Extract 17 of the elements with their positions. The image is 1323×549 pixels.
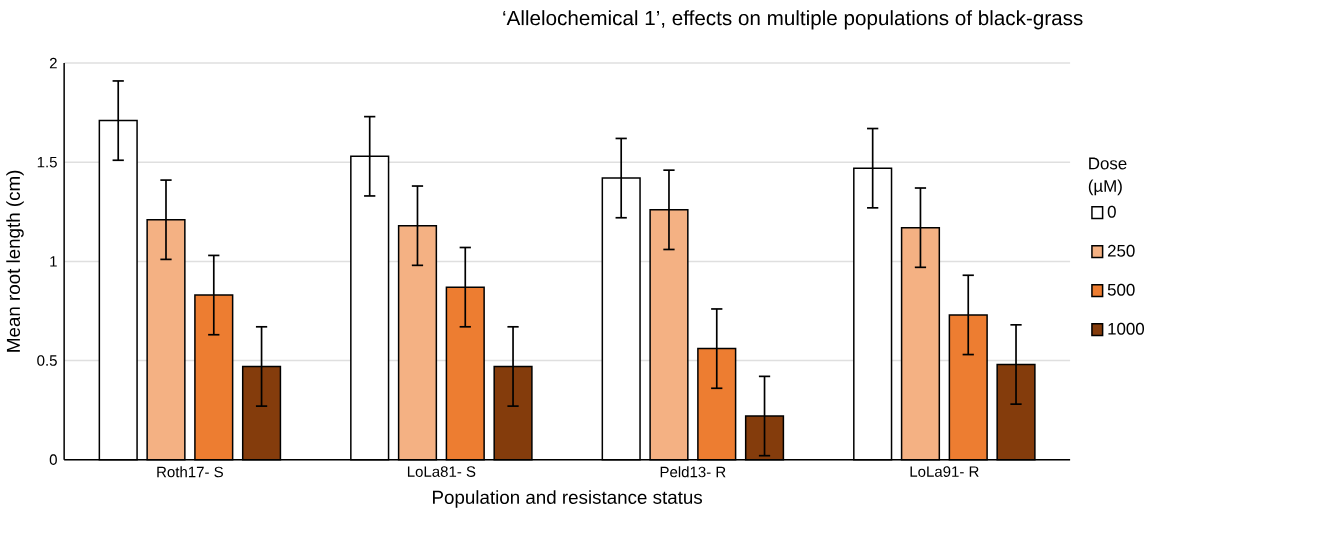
x-axis-title: Population and resistance status — [433, 490, 703, 508]
y-tick-label: 1.5 — [37, 156, 57, 168]
legend-label: 250 — [1107, 244, 1135, 257]
legend-title: Dose (µM) — [1088, 157, 1127, 196]
legend-label: 500 — [1107, 283, 1135, 296]
legend-label: 0 — [1107, 205, 1116, 218]
y-tick-label: 1 — [50, 256, 57, 267]
y-axis-title: Mean root length (cm) — [6, 170, 24, 352]
y-tick-label: 2 — [49, 57, 57, 69]
y-tick-label: 0 — [49, 454, 57, 465]
y-tick-label: 0.5 — [37, 355, 57, 366]
x-tick-label: Roth17- S — [157, 466, 223, 478]
x-tick-label: Peld13- R — [660, 466, 726, 478]
x-tick-label: LoLa81- S — [407, 466, 476, 477]
x-tick-label: LoLa91- R — [910, 466, 979, 477]
legend-label: 1000 — [1108, 322, 1145, 335]
chart-title: ‘Allelochemical 1’, effects on multiple populations of black-grass — [503, 10, 1083, 30]
